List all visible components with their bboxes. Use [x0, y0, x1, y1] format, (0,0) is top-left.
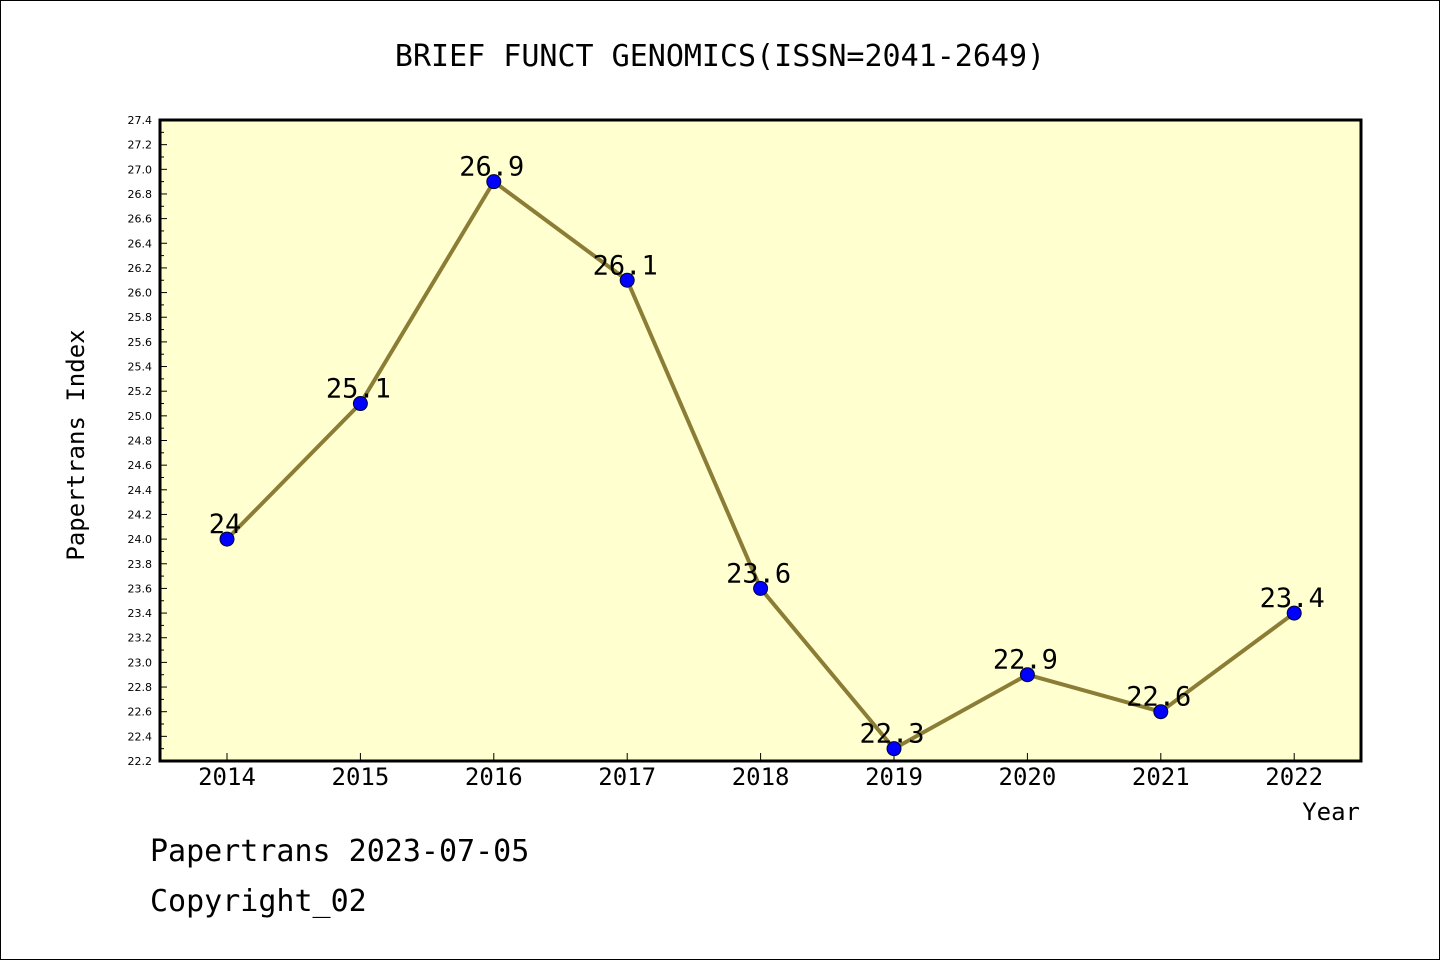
- plot-area: [158, 118, 1363, 763]
- data-point: [1019, 667, 1035, 683]
- y-tick-label: 23.0: [128, 656, 153, 669]
- y-tick-label: 24.4: [128, 484, 153, 497]
- y-tick-label: 24.2: [128, 508, 153, 521]
- y-tick-label: 22.2: [128, 755, 153, 768]
- x-axis-label: Year: [1302, 798, 1360, 826]
- y-tick-label: 27.4: [128, 114, 153, 127]
- y-tick-label: 22.4: [128, 730, 153, 743]
- y-axis-ticks: 22.2 22.4 22.6 22.8 23.0 23.2 23.4 23.6 23.8 24.0…: [128, 114, 167, 768]
- data-label: 23.4: [1260, 583, 1325, 614]
- y-tick-label: 23.6: [128, 582, 153, 595]
- y-tick-label: 26.4: [128, 237, 153, 250]
- x-axis-ticks: 2014 2015 2016 2017 2018 2019 2020 2021 2022: [198, 753, 1323, 791]
- x-tick-label: 2022: [1265, 763, 1323, 791]
- data-label: 26.9: [459, 152, 524, 183]
- y-tick-label: 23.4: [128, 607, 153, 620]
- y-axis-label: Papertrans Index: [62, 329, 90, 560]
- data-label: 25.1: [326, 374, 391, 405]
- data-point: [1286, 605, 1302, 621]
- data-point: [1153, 704, 1169, 720]
- x-tick-label: 2014: [198, 763, 256, 791]
- y-tick-label: 27.2: [128, 139, 153, 152]
- footer-copyright-text: Copyright_02: [150, 884, 367, 919]
- data-label: 22.9: [993, 645, 1058, 676]
- data-label: 26.1: [593, 250, 658, 281]
- data-label: 23.6: [726, 558, 791, 589]
- x-tick-label: 2020: [999, 763, 1057, 791]
- data-point: [886, 741, 902, 757]
- y-tick-label: 24.8: [128, 435, 153, 448]
- y-tick-label: 23.2: [128, 632, 153, 645]
- data-point: [352, 396, 368, 412]
- chart-title: BRIEF FUNCT GENOMICS(ISSN=2041-2649): [395, 39, 1045, 74]
- y-tick-label: 26.2: [128, 262, 153, 275]
- y-tick-label: 25.0: [128, 410, 153, 423]
- y-tick-label: 25.4: [128, 361, 153, 374]
- data-point: [486, 174, 502, 190]
- data-point: [619, 272, 635, 288]
- data-point: [753, 580, 769, 596]
- y-tick-label: 24.6: [128, 459, 153, 472]
- y-tick-label: 24.0: [128, 533, 153, 546]
- x-tick-label: 2017: [598, 763, 656, 791]
- y-tick-label: 25.8: [128, 311, 153, 324]
- footer-date-text: Papertrans 2023-07-05: [150, 834, 530, 869]
- y-tick-label: 23.8: [128, 558, 153, 571]
- x-tick-label: 2021: [1132, 763, 1190, 791]
- data-label: 24: [209, 509, 242, 540]
- y-tick-label: 22.8: [128, 681, 153, 694]
- data-label: 22.6: [1126, 682, 1191, 713]
- x-tick-label: 2019: [865, 763, 923, 791]
- x-tick-label: 2018: [732, 763, 790, 791]
- y-tick-label: 26.8: [128, 188, 153, 201]
- y-tick-label: 26.6: [128, 213, 153, 226]
- data-point: [219, 531, 235, 547]
- x-tick-label: 2015: [332, 763, 390, 791]
- y-tick-label: 27.0: [128, 163, 153, 176]
- y-tick-label: 25.2: [128, 385, 153, 398]
- y-tick-label: 22.6: [128, 706, 153, 719]
- data-label: 22.3: [859, 719, 924, 750]
- y-tick-label: 26.0: [128, 287, 153, 300]
- data-series: 24 25.1 26.9 26.1 23.6 22.3 22.9 22.6 23.4: [209, 152, 1325, 757]
- x-tick-label: 2016: [465, 763, 523, 791]
- y-tick-label: 25.6: [128, 336, 153, 349]
